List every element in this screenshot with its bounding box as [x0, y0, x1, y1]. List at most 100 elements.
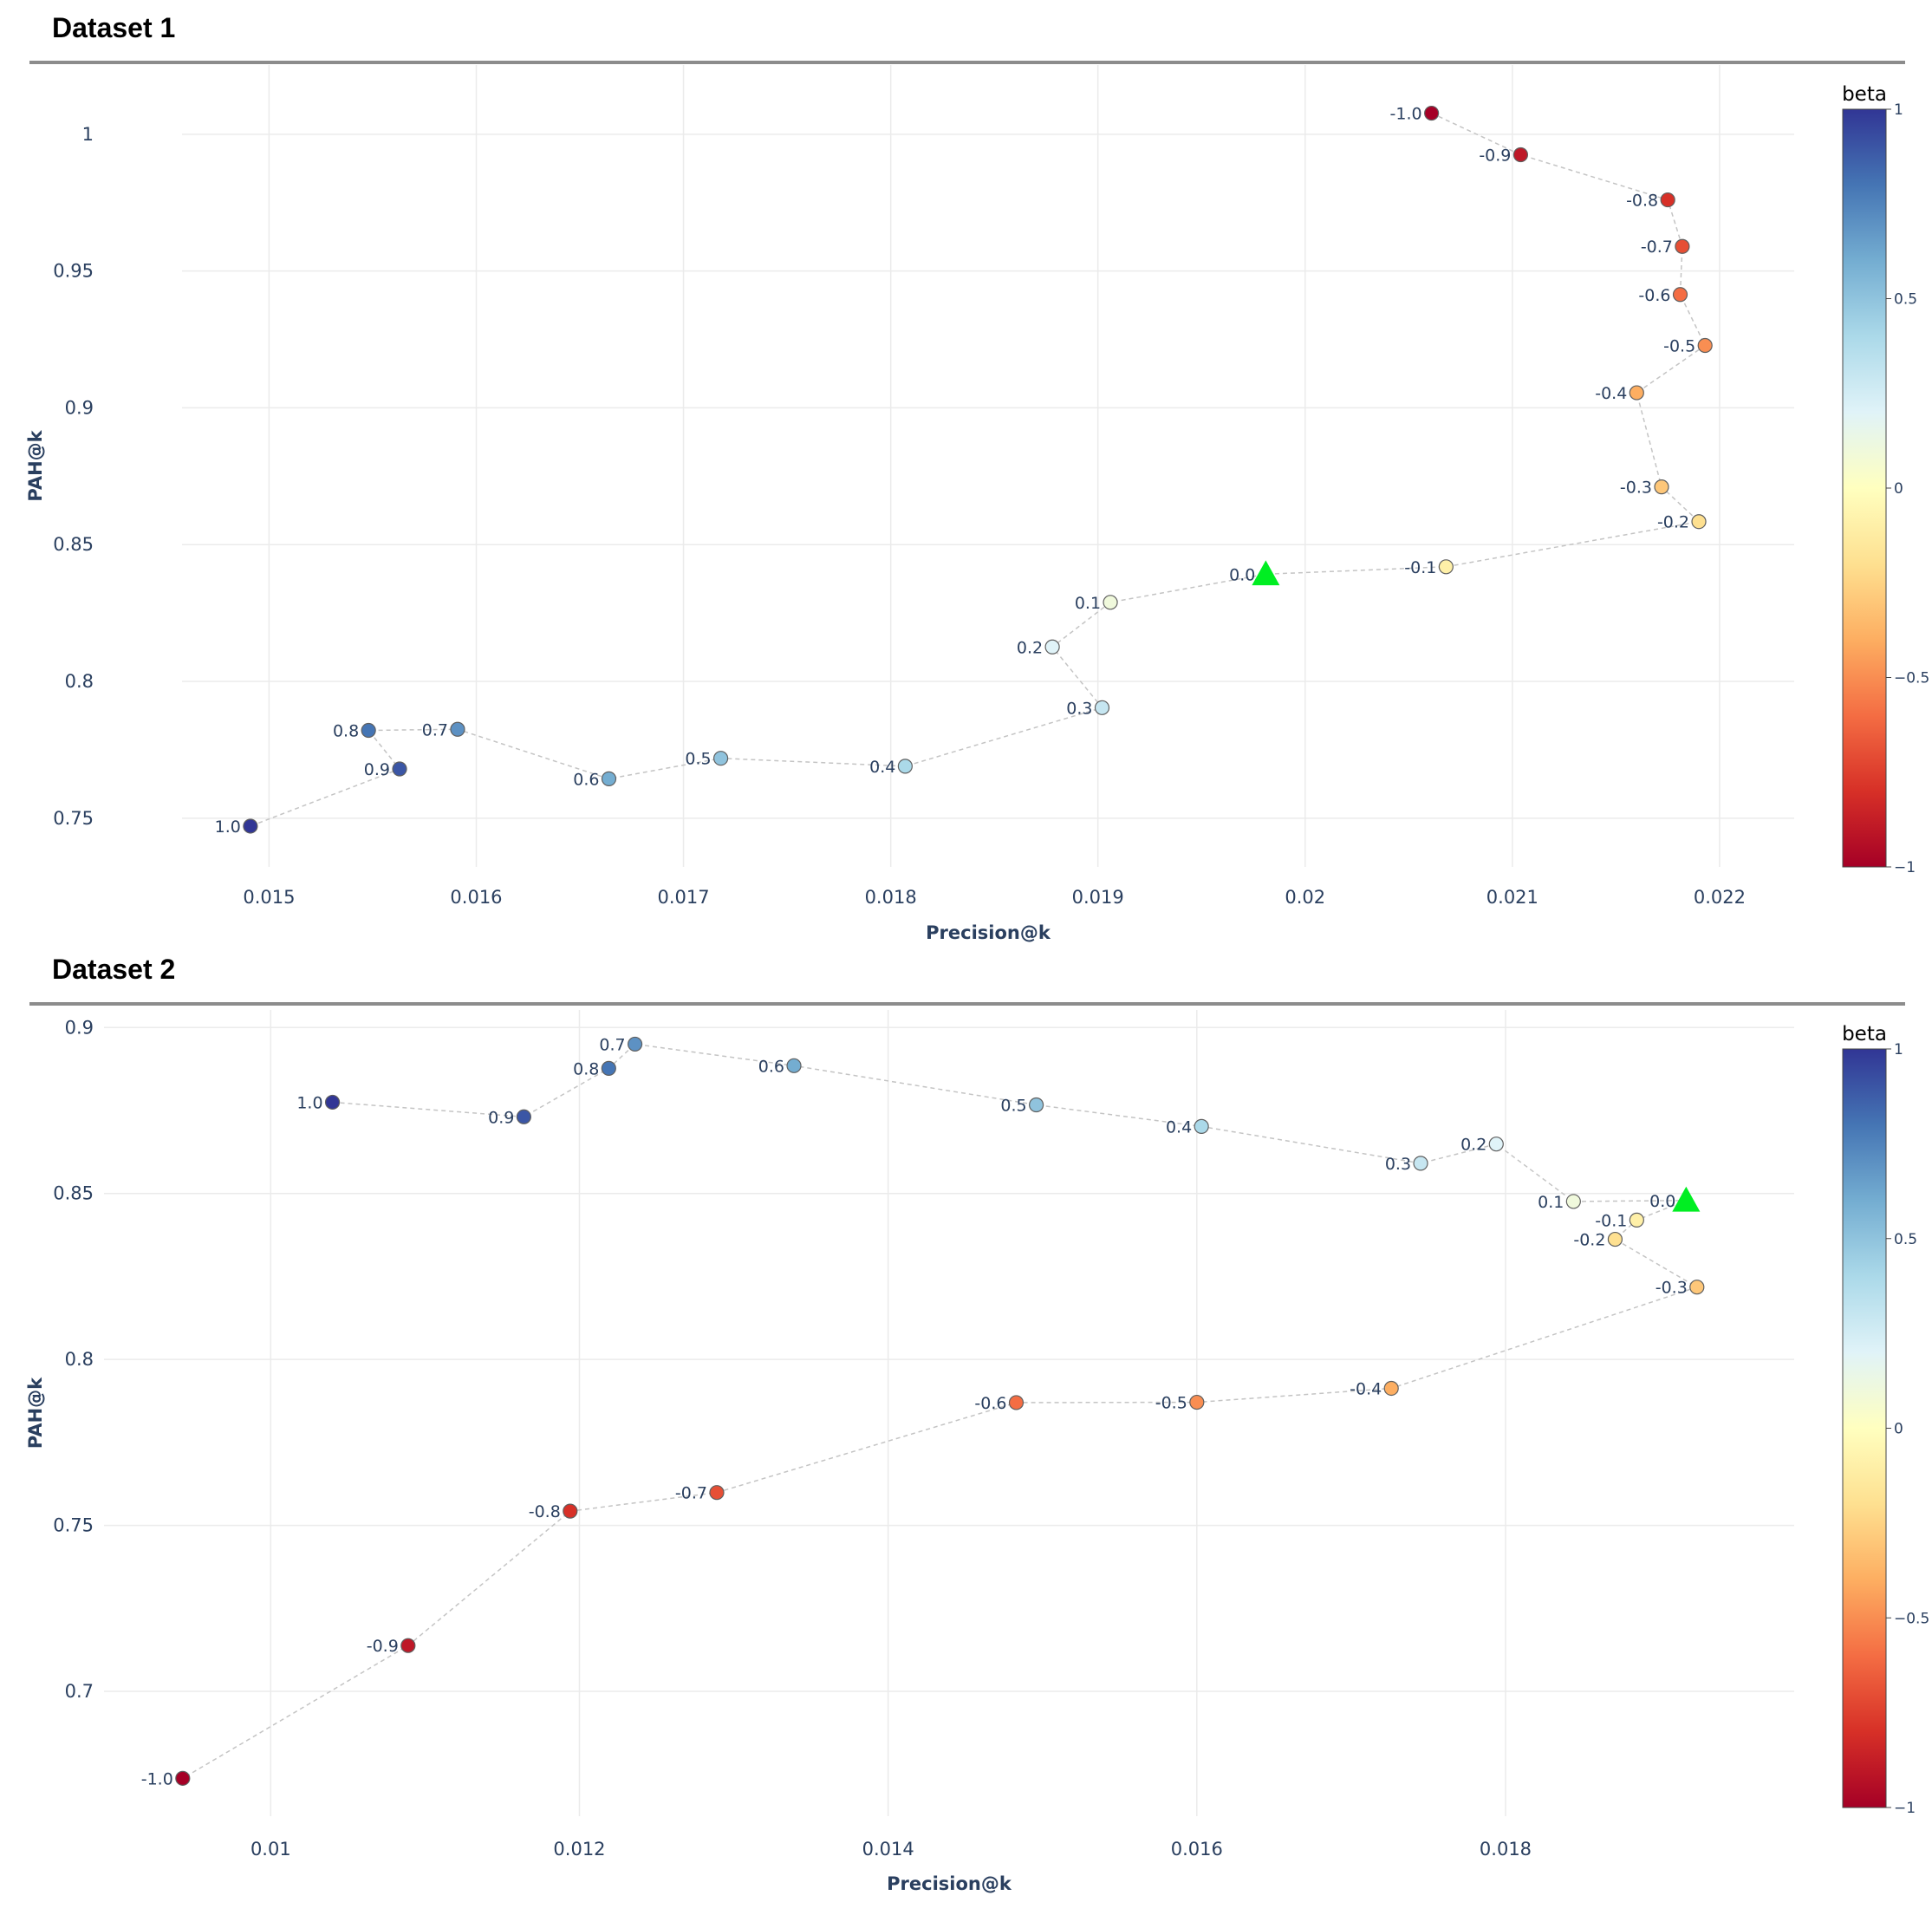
data-point — [392, 761, 407, 777]
point-label: 0.3 — [1066, 699, 1092, 718]
colorbar-title: beta — [1842, 83, 1887, 106]
point-label: 0.1 — [1075, 594, 1101, 613]
point-label: 0.5 — [1000, 1097, 1026, 1116]
colorbar-tick-label: 1 — [1894, 1041, 1903, 1058]
data-point — [1697, 337, 1713, 354]
point-label: 0.4 — [869, 758, 895, 777]
colorbar-tick-label: 0 — [1894, 480, 1903, 498]
x-tick-label: 0.01 — [250, 1839, 291, 1860]
point-label: 0.4 — [1166, 1117, 1192, 1137]
y-tick-label: 0.8 — [65, 671, 94, 692]
data-point — [601, 1060, 616, 1076]
data-point — [324, 1094, 341, 1111]
colorbar — [1842, 108, 1887, 868]
x-tick-label: 0.015 — [243, 887, 295, 908]
point-label: 0.2 — [1460, 1136, 1486, 1155]
data-point — [1008, 1395, 1025, 1410]
x-tick-label: 0.016 — [450, 887, 502, 908]
data-point — [1691, 514, 1707, 530]
data-point — [1189, 1394, 1205, 1410]
point-label: -0.4 — [1595, 384, 1627, 403]
point-label: 0.0 — [1649, 1192, 1675, 1211]
point-label: -0.1 — [1404, 558, 1436, 577]
x-tick-label: 0.017 — [657, 887, 709, 908]
point-label: 1.0 — [215, 817, 241, 837]
data-point — [1660, 192, 1675, 208]
y-tick-label: 1 — [82, 124, 94, 145]
colorbar-tick-label: −0.5 — [1894, 1610, 1929, 1627]
point-label: 0.1 — [1538, 1193, 1564, 1212]
x-tick-label: 0.018 — [865, 887, 917, 908]
y-tick-label: 0.85 — [53, 1183, 94, 1204]
data-point — [1607, 1231, 1623, 1247]
x-tick-label: 0.012 — [553, 1839, 605, 1860]
colorbar-tick-label: −1 — [1894, 1800, 1916, 1817]
point-label: 0.2 — [1017, 638, 1043, 657]
point-label: -0.7 — [1641, 238, 1673, 257]
data-point — [1565, 1194, 1581, 1209]
point-label: -0.2 — [1657, 513, 1689, 532]
beta-path-line — [250, 112, 1707, 827]
dataset-1-divider — [29, 61, 1905, 64]
y-tick-label: 0.75 — [53, 808, 94, 829]
dataset-1-title: Dataset 1 — [52, 12, 176, 43]
point-label: -1.0 — [1390, 105, 1422, 124]
colorbar-tick-label: 0.5 — [1894, 1231, 1917, 1248]
data-point — [1094, 700, 1110, 715]
data-point — [712, 751, 729, 766]
point-label: 0.7 — [599, 1035, 625, 1054]
data-point — [1029, 1097, 1044, 1113]
point-label: -0.6 — [1638, 286, 1670, 305]
data-point — [897, 759, 913, 774]
data-point — [1629, 1212, 1644, 1228]
point-label: -0.7 — [675, 1484, 707, 1503]
x-tick-label: 0.022 — [1694, 887, 1746, 908]
y-tick-label: 0.85 — [53, 534, 94, 555]
data-point — [628, 1036, 643, 1052]
data-point — [601, 771, 617, 786]
data-point — [1689, 1280, 1705, 1295]
data-point — [1424, 105, 1440, 121]
x-tick-label: 0.021 — [1486, 887, 1538, 908]
gridlines — [104, 1010, 1794, 1816]
data-point — [1103, 595, 1118, 610]
y-tick-label: 0.9 — [65, 1017, 94, 1038]
point-label: -0.3 — [1620, 479, 1652, 498]
point-label: 0.6 — [573, 770, 599, 789]
point-label: -1.0 — [141, 1769, 173, 1788]
data-point — [1672, 287, 1688, 303]
y-tick-label: 0.75 — [53, 1515, 94, 1536]
data-point — [1488, 1137, 1504, 1152]
data-point — [1194, 1118, 1209, 1134]
dataset-1-chart: 0.015 0.016 0.017 0.018 0.019 0.02 0.021 0.022 0… — [25, 65, 1929, 943]
point-label: 0.9 — [488, 1108, 514, 1127]
point-label: -0.6 — [974, 1394, 1006, 1413]
data-point — [361, 722, 376, 739]
data-point — [709, 1485, 725, 1501]
point-label: 0.9 — [364, 760, 390, 779]
y-axis-title: PAH@k — [25, 429, 46, 501]
y-tick-label: 0.9 — [65, 397, 94, 418]
point-label: 0.3 — [1385, 1155, 1411, 1174]
point-label: 0.7 — [422, 720, 448, 739]
colorbar-tick-label: 0 — [1894, 1421, 1903, 1438]
baseline-marker — [1252, 560, 1280, 586]
point-label: -0.8 — [529, 1502, 561, 1521]
point-label: 0.6 — [758, 1057, 784, 1076]
point-label: -0.2 — [1573, 1231, 1605, 1250]
x-tick-label: 0.014 — [862, 1839, 914, 1860]
x-tick-label: 0.016 — [1171, 1839, 1223, 1860]
colorbar-tick-label: 0.5 — [1894, 291, 1917, 309]
x-axis-title: Precision@k — [926, 922, 1051, 943]
data-point — [516, 1109, 531, 1124]
data-point — [175, 1770, 191, 1786]
data-point — [563, 1503, 578, 1519]
baseline-marker — [1672, 1186, 1701, 1212]
point-label: -0.5 — [1663, 336, 1695, 355]
x-tick-label: 0.019 — [1072, 887, 1124, 908]
point-label: -0.9 — [367, 1637, 399, 1656]
point-label: -0.8 — [1626, 192, 1658, 211]
data-point — [1654, 479, 1669, 495]
colorbar-title: beta — [1842, 1023, 1887, 1045]
x-tick-label: 0.018 — [1480, 1839, 1532, 1860]
